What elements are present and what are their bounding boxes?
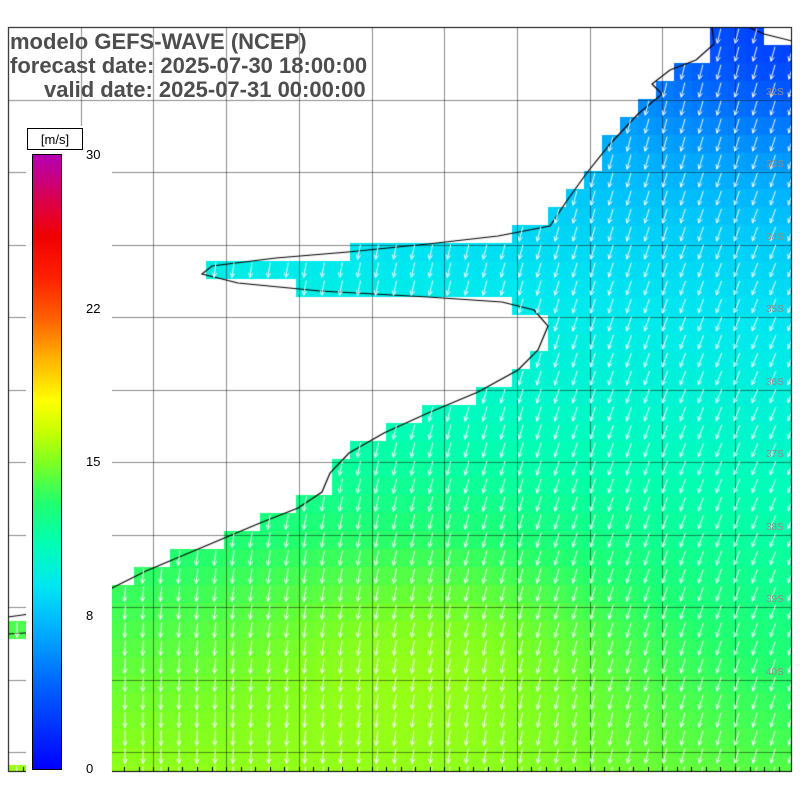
map-title: modelo GEFS-WAVE (NCEP) forecast date: 2… [10, 30, 367, 102]
colorbar-unit-label: [m/s] [27, 128, 83, 150]
colorbar-gradient [32, 154, 62, 770]
colorbar: [m/s] 30 22 15 8 0 [26, 126, 112, 778]
colorbar-tick-label: 0 [86, 761, 94, 776]
title-model-name: modelo GEFS-WAVE (NCEP) [10, 29, 307, 54]
colorbar-tick-label: 15 [86, 454, 101, 469]
colorbar-tick-label: 22 [86, 300, 101, 316]
colorbar-tick-label: 8 [86, 607, 94, 623]
title-valid-date: valid date: 2025-07-31 00:00:00 [44, 77, 366, 102]
colorbar-tick-label: 30 [86, 147, 101, 162]
title-forecast-date: forecast date: 2025-07-30 18:00:00 [10, 53, 368, 78]
colorbar-ticks: 30 22 15 8 0 [68, 147, 112, 776]
